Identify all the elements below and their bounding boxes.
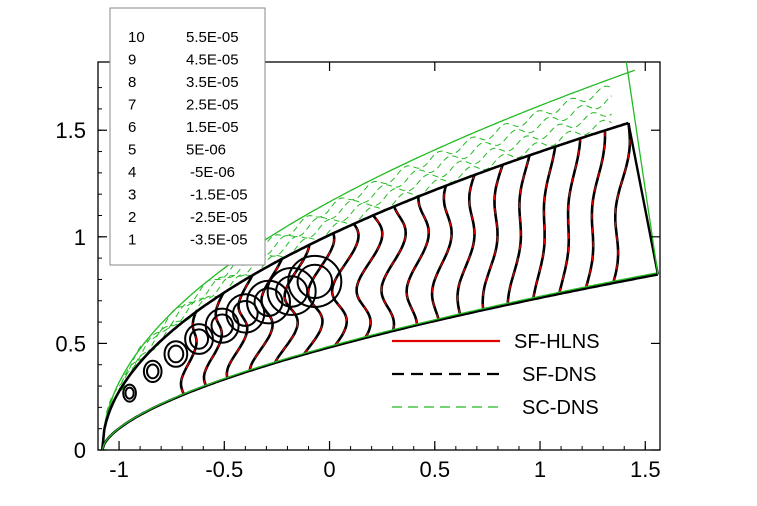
contour-line	[355, 215, 383, 339]
contour-loop	[210, 313, 234, 338]
legend: SF-HLNS SF-DNS SC-DNS	[392, 331, 600, 419]
contour-line	[405, 196, 430, 326]
contour-loop	[124, 386, 135, 400]
outflow-boundary	[627, 122, 660, 275]
level-value: 2.5E-05	[186, 97, 239, 114]
contour-line	[611, 122, 632, 284]
contour-loop	[246, 279, 291, 325]
contour-line	[431, 185, 453, 321]
sc-dns-shock	[101, 69, 635, 450]
level-value: 5E-06	[186, 142, 226, 159]
contour-line	[180, 311, 198, 395]
contour-loop	[204, 307, 240, 344]
level-value: -3.5E-05	[190, 232, 248, 249]
contour-line	[431, 185, 453, 321]
level-value: -5E-06	[190, 164, 235, 181]
level-table-box	[109, 7, 266, 266]
level-value: 1.5E-05	[186, 119, 239, 136]
contour-line	[456, 174, 476, 316]
upper-boundary	[100, 121, 629, 450]
level-index: 6	[128, 119, 136, 136]
contour-line	[481, 164, 504, 311]
contour-loop	[296, 263, 334, 300]
contour-loop	[167, 344, 185, 364]
x-tick-label: -0.5	[205, 457, 243, 482]
level-index: 5	[128, 142, 136, 159]
contour-line	[558, 138, 581, 294]
contour-loop	[287, 254, 343, 309]
x-tick-label: 1.5	[630, 457, 661, 482]
level-index: 8	[128, 74, 136, 91]
y-tick-label: 1.5	[55, 118, 86, 143]
contour-line	[303, 233, 335, 355]
x-tick-label: 1	[534, 457, 546, 482]
contour-loop	[189, 328, 210, 350]
contour-line	[482, 164, 504, 311]
sc-dns-contour	[105, 95, 612, 422]
contour-line	[406, 196, 430, 326]
contour-line	[532, 146, 557, 300]
x-tick-label: -1	[109, 457, 129, 482]
level-index: 10	[128, 29, 145, 46]
axis-ticks: -1 -0.5 0 0.5 1 1.5 0 0.5 1 1.5	[55, 62, 661, 482]
level-value: 4.5E-05	[186, 52, 239, 69]
y-tick-label: 1	[74, 225, 86, 250]
legend-label-sf-dns: SF-DNS	[522, 364, 596, 386]
contour-lines	[100, 62, 660, 450]
level-index: 9	[128, 52, 136, 69]
contour-line	[355, 214, 384, 339]
level-value: -2.5E-05	[190, 209, 248, 226]
level-table: 10 5.5E-05 9 4.5E-05 8 3.5E-05 7 2.5E-05 6 1.5E-0…	[128, 29, 248, 249]
outflow-boundary-sc	[625, 62, 659, 275]
level-index: 3	[128, 187, 136, 204]
contour-loop	[232, 299, 259, 327]
x-tick-label: 0	[323, 457, 335, 482]
contour-line	[506, 155, 531, 305]
level-index: 1	[128, 232, 136, 249]
level-value: 5.5E-05	[186, 29, 239, 46]
contour-line	[558, 138, 582, 295]
level-index: 7	[128, 97, 136, 114]
sc-dns-contour	[105, 85, 612, 414]
contour-loop	[142, 359, 163, 384]
level-value: -1.5E-05	[190, 187, 248, 204]
y-tick-label: 0.5	[55, 331, 86, 356]
legend-label-sf-hlns: SF-HLNS	[514, 331, 600, 353]
contour-line	[482, 164, 504, 311]
contour-line	[330, 223, 360, 347]
level-index: 2	[128, 209, 136, 226]
contour-line	[430, 185, 453, 321]
x-tick-label: 0.5	[419, 457, 450, 482]
contour-line	[456, 174, 476, 316]
contour-line	[380, 206, 407, 332]
level-index: 4	[128, 164, 136, 181]
contour-loop	[225, 293, 266, 334]
sc-dns-contour	[105, 119, 612, 417]
contour-line	[380, 205, 408, 332]
contour-line	[380, 206, 407, 332]
level-value: 3.5E-05	[186, 74, 239, 91]
contour-loop	[275, 275, 309, 308]
contour-loop	[145, 363, 160, 380]
contour-loop	[163, 340, 189, 368]
contour-line	[584, 130, 607, 289]
legend-label-sc-dns: SC-DNS	[522, 397, 599, 419]
y-tick-label: 0	[74, 438, 86, 463]
sc-dns-contour	[105, 112, 612, 422]
contour-loop	[122, 383, 137, 403]
lower-boundary-sc	[101, 272, 659, 450]
plot-frame	[97, 61, 661, 451]
contour-line	[532, 146, 556, 300]
